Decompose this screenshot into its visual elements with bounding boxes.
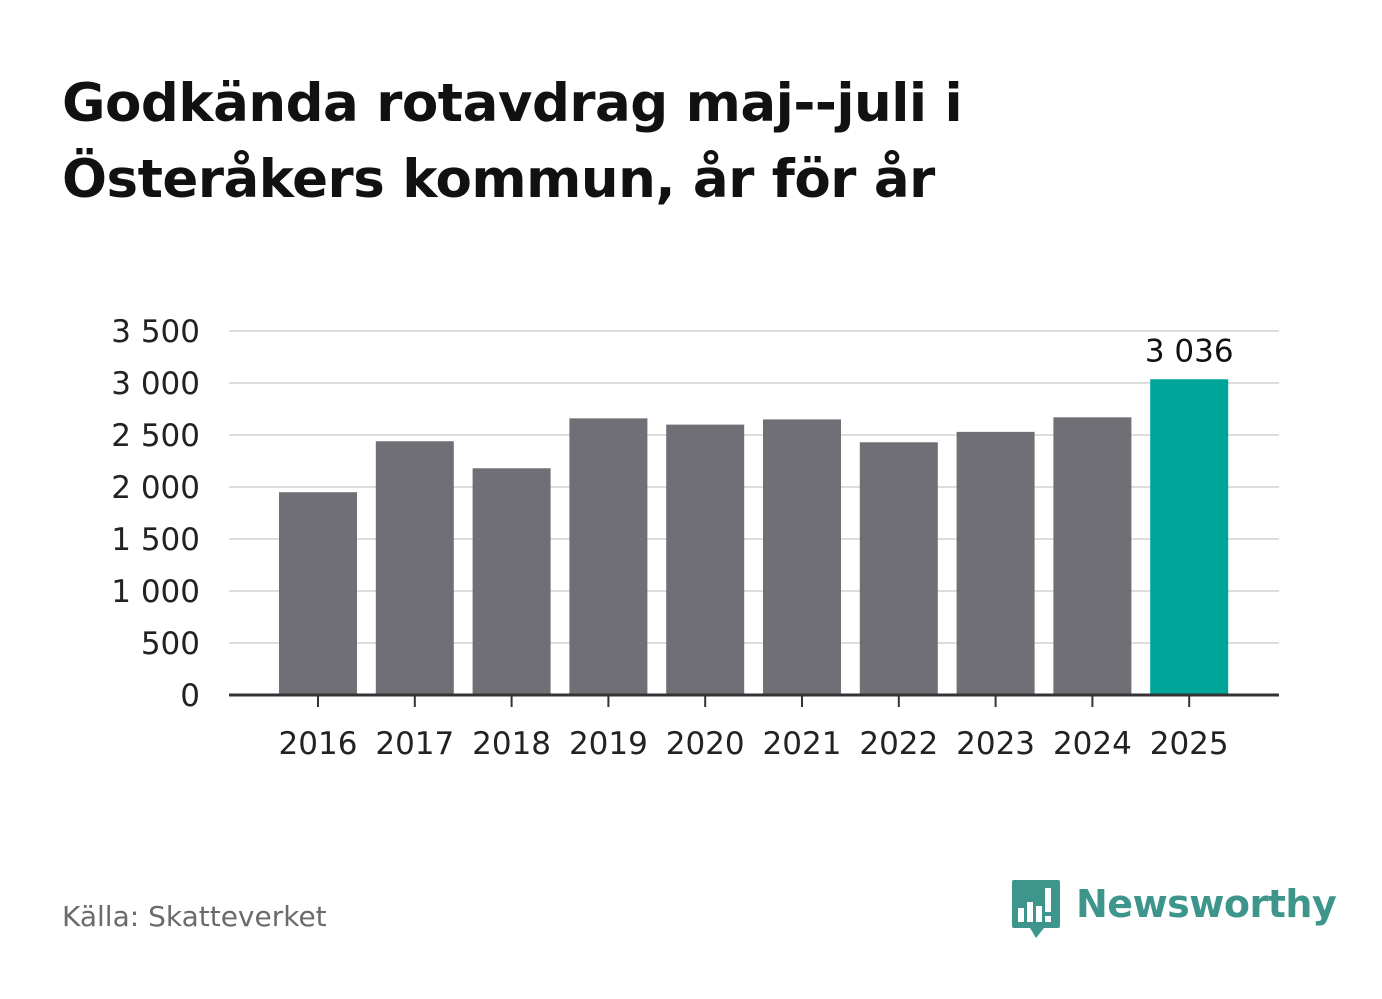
- y-axis-tick-labels: 0 500 1 000 1 500 2 000 2 500 3 000 3 500: [111, 314, 200, 714]
- bar-2016: [279, 492, 357, 695]
- bar-2021: [763, 419, 841, 695]
- bar-2022: [859, 442, 938, 695]
- y-tick-label: 3 000: [111, 366, 200, 402]
- bars: [279, 379, 1229, 695]
- newsworthy-logo-icon: [1012, 880, 1060, 938]
- x-tick-label: 2024: [1053, 726, 1132, 762]
- y-tick-label: 2 000: [111, 470, 200, 506]
- y-tick-label: 3 500: [111, 314, 200, 350]
- brand-logo: Newsworthy: [1010, 878, 1337, 942]
- bar-2025: [1150, 379, 1229, 695]
- y-tick-label: 500: [141, 626, 200, 662]
- source-note: Källa: Skatteverket: [62, 900, 327, 933]
- bar-2019: [569, 418, 648, 695]
- x-tick-label: 2019: [569, 726, 648, 762]
- data-label: 3 036: [1145, 333, 1234, 369]
- y-tick-label: 2 500: [111, 418, 200, 454]
- x-tick-label: 2018: [472, 726, 551, 762]
- x-tick-label: 2017: [375, 726, 454, 762]
- bar-2018: [472, 468, 551, 695]
- x-tick-label: 2022: [859, 726, 938, 762]
- x-tick-label: 2016: [279, 726, 358, 762]
- x-axis-ticks: 2016 2017 2018 2019 2020 2021 2022 2023 2024 2025: [279, 695, 1229, 762]
- brand-name: Newsworthy: [1076, 882, 1337, 926]
- data-labels: 3 036: [1145, 333, 1234, 369]
- y-tick-label: 1 000: [111, 574, 200, 610]
- y-tick-label: 1 500: [111, 522, 200, 558]
- y-tick-label: 0: [180, 678, 200, 714]
- bar-2023: [956, 431, 1035, 695]
- x-tick-label: 2023: [956, 726, 1035, 762]
- x-tick-label: 2025: [1150, 726, 1229, 762]
- x-tick-label: 2021: [763, 726, 842, 762]
- bar-2020: [666, 424, 745, 695]
- x-tick-label: 2020: [666, 726, 745, 762]
- bar-2017: [375, 441, 454, 695]
- chart-title: Godkända rotavdrag maj--juli i Österåker…: [62, 73, 963, 210]
- bar-2024: [1053, 417, 1132, 695]
